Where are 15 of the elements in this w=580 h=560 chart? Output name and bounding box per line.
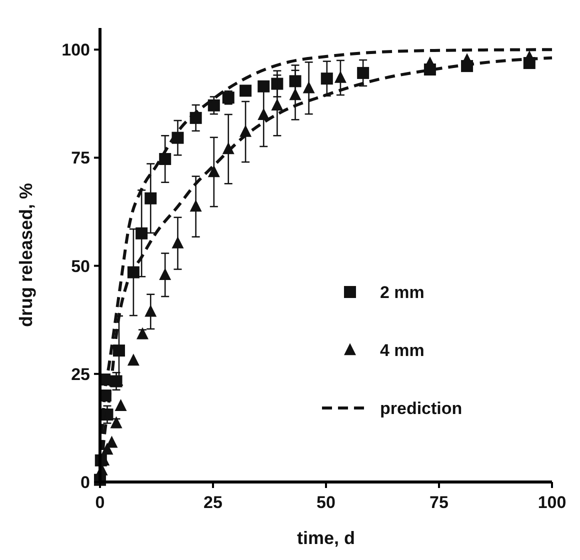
x-tick-label: 0: [95, 493, 105, 512]
y-tick-label: 100: [62, 40, 90, 60]
legend-label: 2 mm: [380, 282, 424, 302]
x-tick-label: 25: [204, 493, 222, 512]
y-tick-label: 50: [71, 256, 90, 276]
legend-label: prediction: [380, 398, 462, 418]
x-axis-title: time, d: [296, 528, 356, 548]
y-tick-label: 75: [71, 148, 90, 168]
y-axis-title: drug released, %: [16, 182, 36, 328]
x-tick-label: 75: [430, 493, 448, 512]
y-tick-label: 0: [80, 472, 90, 492]
x-tick-label: 50: [316, 493, 336, 512]
legend-label: 4 mm: [380, 340, 424, 360]
y-tick-label: 25: [71, 364, 90, 384]
x-tick-label: 100: [538, 493, 566, 512]
